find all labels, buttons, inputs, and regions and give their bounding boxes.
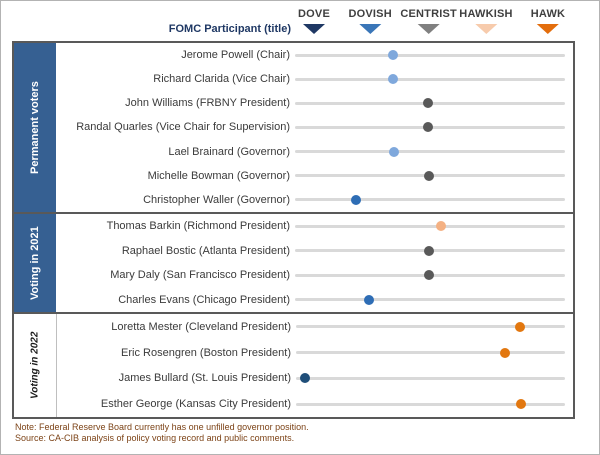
- legend-item: DOVE: [298, 8, 330, 34]
- stance-dot: [350, 194, 361, 205]
- participant-label: Charles Evans (Chicago President): [118, 293, 290, 306]
- legend-label: DOVE: [298, 8, 330, 20]
- stance-dot: [422, 98, 433, 109]
- column-header: FOMC Participant (title): [168, 23, 291, 35]
- rows-permanent-voters: Jerome Powell (Chair) Richard Clarida (Vi…: [56, 43, 573, 212]
- legend-item: CENTRIST: [400, 8, 457, 34]
- stance-triangle-icon: [302, 24, 325, 34]
- stance-dot: [500, 347, 510, 358]
- stance-dot: [363, 294, 374, 305]
- participant-row: Esther George (Kansas City President): [57, 391, 573, 417]
- participant-label: Esther George (Kansas City President): [100, 398, 291, 411]
- participant-row: Christopher Waller (Governor): [56, 188, 573, 212]
- participant-label: Jerome Powell (Chair): [181, 49, 290, 62]
- participant-label: Richard Clarida (Vice Chair): [153, 73, 290, 86]
- participant-row: Mary Daly (San Francisco President): [56, 263, 573, 288]
- stance-dot: [299, 373, 310, 384]
- rows-voting-2022: Loretta Mester (Cleveland President) Eric…: [57, 314, 573, 417]
- dove-hawk-track: [296, 376, 565, 380]
- participant-row: Charles Evans (Chicago President): [56, 288, 573, 313]
- dove-hawk-track: [295, 198, 565, 202]
- legend-label: DOVISH: [348, 8, 392, 20]
- legend-item: DOVISH: [348, 8, 392, 34]
- participant-label: Christopher Waller (Governor): [143, 193, 290, 206]
- stance-triangle-icon: [359, 24, 382, 34]
- participant-row: Michelle Bowman (Governor): [56, 164, 573, 188]
- participant-label: Lael Brainard (Governor): [168, 145, 290, 158]
- participant-row: Randal Quarles (Vice Chair for Supervisi…: [56, 115, 573, 139]
- dove-hawk-track: [295, 224, 565, 228]
- stance-triangle-icon: [536, 24, 559, 34]
- participant-row: Thomas Barkin (Richmond President): [56, 214, 573, 239]
- participant-row: James Bullard (St. Louis President): [57, 366, 573, 392]
- stance-triangle-icon: [474, 24, 497, 34]
- legend-label: HAWK: [530, 8, 566, 20]
- participant-label: Michelle Bowman (Governor): [147, 169, 290, 182]
- rows-voting-2021: Thomas Barkin (Richmond President) Raphae…: [56, 214, 573, 312]
- participant-label: Thomas Barkin (Richmond President): [106, 220, 290, 233]
- participant-label: Loretta Mester (Cleveland President): [111, 320, 291, 333]
- dove-hawk-track: [295, 77, 565, 81]
- legend: DOVE DOVISH CENTRIST HAWKISH HAWK: [1, 1, 599, 41]
- stance-dot: [388, 50, 399, 61]
- dove-hawk-track: [295, 298, 565, 302]
- stance-dot: [436, 221, 447, 232]
- chart-header: FOMC Participant (title) DOVE DOVISH CENTR…: [1, 1, 599, 41]
- participant-row: John Williams (FRBNY President): [56, 91, 573, 115]
- participant-row: Eric Rosengren (Boston President): [57, 340, 573, 366]
- participant-label: Raphael Bostic (Atlanta President): [121, 244, 290, 257]
- legend-item: HAWKISH: [459, 8, 512, 34]
- section-permanent-voters: Permanent voters Jerome Powell (Chair) Ri…: [14, 43, 573, 212]
- stance-dot: [423, 245, 434, 256]
- section-label-voting-2022: Voting in 2022: [14, 314, 57, 417]
- section-voting-2022: Voting in 2022 Loretta Mester (Cleveland…: [14, 312, 573, 417]
- participant-label: John Williams (FRBNY President): [125, 97, 290, 110]
- participant-row: Richard Clarida (Vice Chair): [56, 67, 573, 91]
- section-voting-2021: Voting in 2021 Thomas Barkin (Richmond P…: [14, 212, 573, 312]
- participant-label: Randal Quarles (Vice Chair for Supervisi…: [76, 121, 290, 134]
- stance-dot: [389, 146, 400, 157]
- footer: Note: Federal Reserve Board currently ha…: [15, 422, 575, 444]
- dove-hawk-track: [296, 402, 565, 406]
- stance-dot: [515, 399, 526, 410]
- dove-hawk-track: [295, 150, 565, 154]
- legend-label: CENTRIST: [400, 8, 457, 20]
- stance-dot: [423, 270, 434, 281]
- dove-hawk-track: [296, 325, 565, 329]
- participant-row: Lael Brainard (Governor): [56, 140, 573, 164]
- stance-dot: [514, 321, 525, 332]
- participant-row: Raphael Bostic (Atlanta President): [56, 239, 573, 264]
- participant-label: James Bullard (St. Louis President): [118, 372, 291, 385]
- dove-hawk-track: [296, 351, 565, 355]
- section-label-permanent-voters: Permanent voters: [14, 43, 56, 212]
- participant-label: Mary Daly (San Francisco President): [110, 269, 290, 282]
- dove-hawk-track: [295, 53, 565, 57]
- source-text: Source: CA-CIB analysis of policy voting…: [15, 433, 295, 443]
- legend-item: HAWK: [531, 8, 565, 34]
- participant-label: Eric Rosengren (Boston President): [121, 346, 291, 359]
- legend-label: HAWKISH: [459, 8, 513, 20]
- stance-dot: [388, 74, 399, 85]
- section-label-voting-2021: Voting in 2021: [14, 214, 56, 312]
- participant-table: Permanent voters Jerome Powell (Chair) Ri…: [12, 41, 575, 419]
- stance-dot: [422, 122, 433, 133]
- stance-dot: [423, 170, 434, 181]
- participant-row: Loretta Mester (Cleveland President): [57, 314, 573, 340]
- note-text: Note: Federal Reserve Board currently ha…: [15, 422, 309, 432]
- participant-row: Jerome Powell (Chair): [56, 43, 573, 67]
- stance-triangle-icon: [417, 24, 440, 34]
